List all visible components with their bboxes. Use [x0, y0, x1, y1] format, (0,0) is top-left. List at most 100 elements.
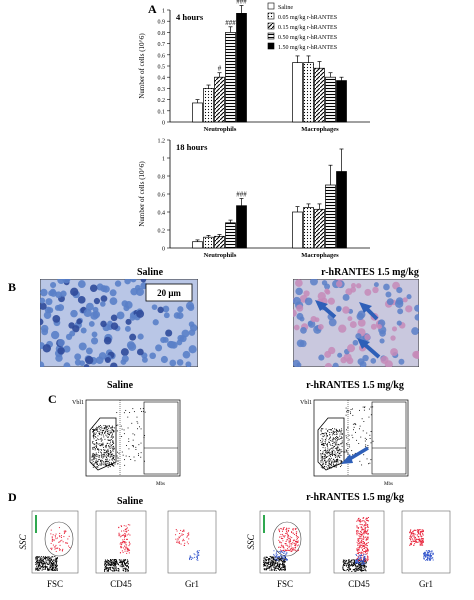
- panel-letter-c: C: [48, 392, 57, 406]
- bar: [314, 67, 325, 123]
- chart-title: 18 hours: [176, 142, 208, 152]
- legend-entry: 0.50 mg/kg r-hRANTES: [278, 35, 337, 41]
- legend-entry: 0.05 mg/kg r-hRANTES: [278, 15, 337, 21]
- panel-d-right-title: r-hRANTES 1.5 mg/kg: [306, 492, 404, 503]
- panel-c-right-title: r-hRANTES 1.5 mg/kg: [306, 380, 404, 391]
- flow-plot-frame: [31, 510, 79, 574]
- flow-y-label: SSC: [246, 534, 256, 550]
- y-tick-label: 1.2: [158, 139, 166, 145]
- y-tick-label: 0: [162, 247, 165, 253]
- arrow-3: [357, 338, 381, 359]
- bar: [192, 241, 203, 249]
- flow-x-label: FSC: [47, 579, 63, 589]
- y-tick-label: 0.5: [158, 65, 166, 71]
- arrow-2: [359, 302, 379, 321]
- y-tick-label: 0.9: [158, 20, 166, 26]
- bar: [203, 236, 214, 249]
- gate: [272, 521, 302, 557]
- bar: [203, 88, 214, 123]
- bar: [192, 102, 203, 123]
- y-tick-label: 1: [162, 9, 165, 15]
- bar: [236, 13, 247, 123]
- y-tick-label: 0.4: [158, 211, 166, 217]
- y-axis-label: Number of cells (10^6): [138, 161, 146, 227]
- significance-mark: ###: [236, 191, 247, 199]
- panel-c-left-title: Saline: [106, 380, 134, 391]
- flow-x-label: Gr1: [185, 579, 199, 589]
- bar: [303, 207, 314, 249]
- y-axis-label: Number of cells (10^6): [138, 33, 146, 99]
- bar: [325, 76, 336, 123]
- bar: [292, 62, 303, 123]
- scale-bar-label: 20 μm: [157, 288, 181, 298]
- flow-x-label: FSC: [277, 579, 293, 589]
- category-label: Neutrophils: [204, 252, 237, 259]
- y-tick-label: 0.1: [158, 109, 166, 115]
- flow-plot-2: CD45: [95, 510, 147, 589]
- panel-d-flow-plots: SSC FSC CD45 Gr1 SSC FSC CD45 Gr1: [18, 510, 451, 589]
- flow-x-label: Gr1: [419, 579, 433, 589]
- panel-letter-d: D: [8, 490, 17, 504]
- panel-d-left-title: Saline: [116, 496, 144, 507]
- bar: [303, 62, 314, 123]
- gate: [44, 521, 74, 557]
- legend: Saline 0.05 mg/kg r-hRANTES 0.15 mg/kg r-h…: [267, 2, 337, 51]
- panel-letter-b: B: [8, 280, 17, 294]
- chart-title: 4 hours: [176, 12, 204, 22]
- flow-scatter-saline: Vbl1 Mbs: [72, 399, 181, 487]
- y-tick-label: 0.2: [158, 229, 166, 235]
- category-label: Macrophages: [301, 252, 339, 259]
- y-tick-label: 0.6: [158, 193, 166, 199]
- y-tick-label: 0.6: [158, 53, 166, 59]
- legend-entry: 1.50 mg/kg r-hRANTES: [278, 45, 337, 51]
- flow-plot-5: CD45: [333, 510, 385, 589]
- flow-c-ylabel: Vbl1: [72, 400, 84, 406]
- significance-mark: ###: [225, 19, 236, 27]
- significance-mark: ###: [236, 0, 247, 6]
- y-tick-label: 0.3: [158, 87, 166, 93]
- flow-scatter-rantes: Vbl1 Mbs: [300, 399, 409, 487]
- legend-swatch: [267, 42, 275, 50]
- flow-c-xlabel-2: Mbs: [384, 482, 393, 487]
- legend-swatch: [267, 12, 275, 20]
- flow-plot-4: SSC FSC: [246, 510, 311, 589]
- flow-c-xlabel: Mbs: [156, 482, 165, 487]
- legend-swatch: [267, 22, 275, 30]
- flow-x-label: CD45: [348, 579, 370, 589]
- significance-mark: #: [218, 65, 222, 73]
- y-tick-label: 0.2: [158, 98, 166, 104]
- bar: [225, 222, 236, 249]
- y-tick-label: 0: [162, 121, 165, 127]
- bar: [336, 80, 347, 123]
- legend-entry: Saline: [278, 5, 293, 11]
- bar: [314, 208, 325, 249]
- y-tick-label: 0.8: [158, 31, 166, 37]
- flow-plot-frame: [167, 510, 217, 574]
- micrograph-rantes: [293, 279, 419, 367]
- flow-plot-frame: [401, 510, 451, 574]
- y-tick-label: 0.7: [158, 42, 166, 48]
- flow-plot-1: SSC FSC: [18, 510, 79, 589]
- y-tick-label: 0.8: [158, 175, 166, 181]
- bar-chart-2: 0 0.2 0.4 0.6 0.8 1 1.2 Number of cells (10^6) 1…: [138, 139, 370, 259]
- flow-plot-6: Gr1: [401, 510, 451, 589]
- micrograph-saline: 20 μm: [40, 279, 198, 367]
- panel-a-charts: 0 0.1 0.2 0.3 0.4 0.5 0.6 0.7 0.8 0.9 1 Number of c…: [138, 0, 370, 259]
- y-tick-label: 1: [162, 157, 165, 163]
- bar: [325, 184, 336, 249]
- flow-arrow: [341, 446, 369, 464]
- legend-entry: 0.15 mg/kg r-hRANTES: [278, 25, 337, 31]
- bar: [225, 32, 236, 123]
- arrow-1: [315, 300, 337, 319]
- category-label: Neutrophils: [204, 126, 237, 133]
- panel-b-left-title: Saline: [136, 267, 164, 278]
- flow-x-label: CD45: [110, 579, 132, 589]
- panel-letter-a: A: [148, 2, 157, 16]
- bar-chart-1: 0 0.1 0.2 0.3 0.4 0.5 0.6 0.7 0.8 0.9 1 Number of c…: [138, 0, 370, 133]
- bar: [214, 235, 225, 249]
- bar: [336, 171, 347, 249]
- bar: [214, 76, 225, 123]
- bar: [236, 205, 247, 249]
- flow-c-ylabel-2: Vbl1: [300, 400, 312, 406]
- legend-swatch: [267, 32, 275, 40]
